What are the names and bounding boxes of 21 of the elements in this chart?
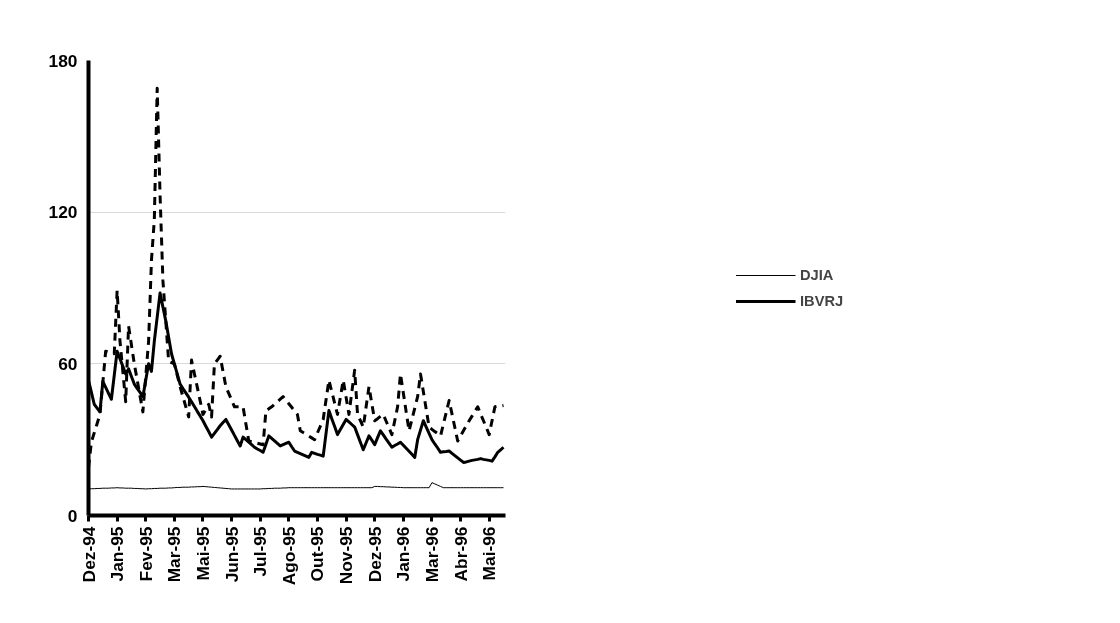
y-tick-label: 180 xyxy=(48,50,78,71)
x-tick-label: Fev-95 xyxy=(135,526,156,582)
x-tick-label: Jul-95 xyxy=(250,526,271,577)
x-tick-label: Mai-96 xyxy=(479,526,500,581)
x-tick-label: Mai-95 xyxy=(192,526,213,581)
x-tick-label: Dez-94 xyxy=(78,526,99,583)
y-tick-label: 120 xyxy=(48,202,78,223)
legend-label: IBVRJ xyxy=(800,292,845,309)
x-tick-label: Nov-95 xyxy=(336,526,357,585)
x-tick-label: Jun-95 xyxy=(221,526,242,583)
x-tick-label: Out-95 xyxy=(307,526,328,582)
x-tick-label: Jan-96 xyxy=(393,526,414,582)
x-tick-label: Mar-95 xyxy=(164,526,185,583)
x-tick-label: Dez-95 xyxy=(364,526,385,583)
x-tick-label: Abr-96 xyxy=(450,526,471,582)
x-tick-label: Jan-95 xyxy=(107,526,128,582)
x-tick-label: Ago-95 xyxy=(278,526,299,586)
legend-label: DJIA xyxy=(800,266,835,283)
y-tick-label: 0 xyxy=(67,505,78,526)
y-tick-label: 60 xyxy=(58,353,78,374)
x-tick-label: Mar-96 xyxy=(421,526,442,583)
